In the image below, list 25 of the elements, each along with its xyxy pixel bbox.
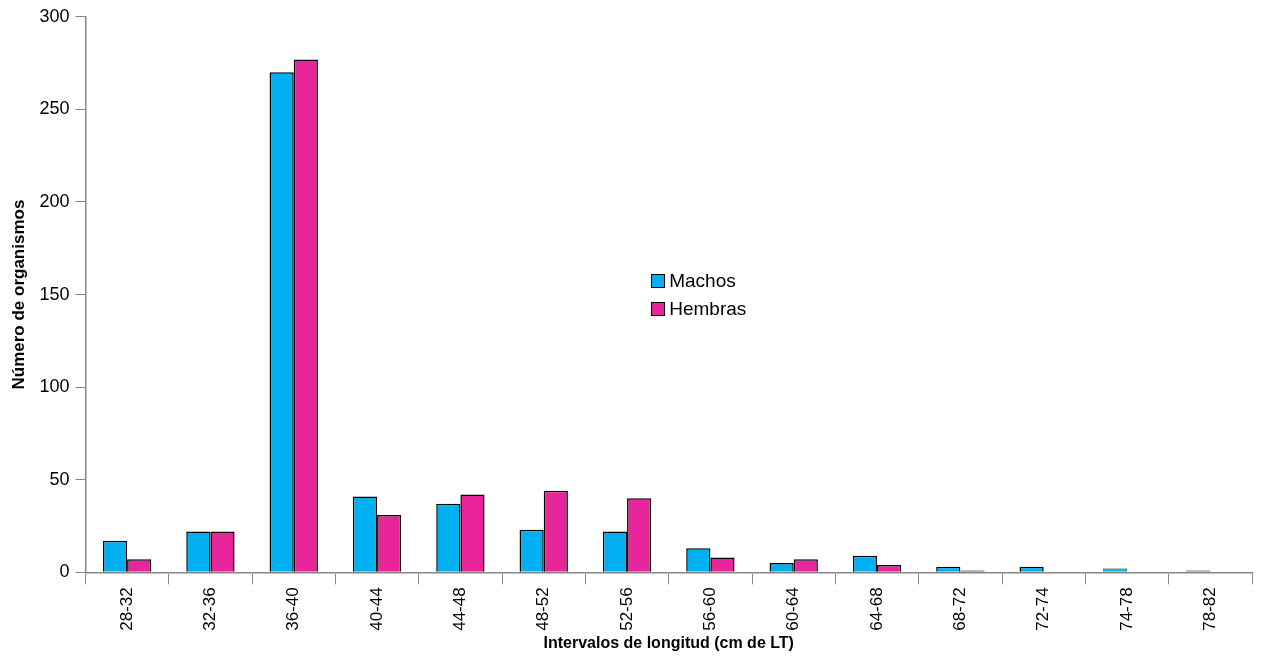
legend-label: Hembras (669, 297, 747, 320)
y-tick-label: 200 (39, 190, 70, 211)
x-tick-label: 64-68 (866, 587, 886, 631)
x-tick-label: 52-56 (616, 587, 636, 631)
y-tick-label: 50 (49, 468, 70, 489)
y-tick-label: 250 (39, 98, 70, 119)
x-tick-label: 68-72 (950, 587, 970, 631)
x-axis-title: Intervalos de longitud (cm de LT) (543, 633, 794, 651)
y-tick-label: 0 (59, 561, 70, 582)
x-tick-label: 40-44 (366, 587, 386, 631)
x-tick-label: 60-64 (783, 587, 803, 631)
y-tick-label: 150 (39, 283, 70, 304)
x-tick-label: 48-52 (533, 587, 553, 631)
x-tick-label: 74-78 (1116, 587, 1136, 631)
x-tick-label: 72-74 (1033, 587, 1053, 631)
legend-label: Machos (669, 269, 736, 292)
x-tick-label: 56-60 (700, 587, 720, 631)
x-tick-label: 36-40 (283, 587, 303, 631)
x-tick-label: 28-32 (116, 587, 136, 631)
y-axis-title: Número de organismos (8, 199, 28, 390)
x-tick-label: 44-48 (450, 587, 470, 631)
y-tick-label: 300 (39, 5, 70, 26)
x-tick-label: 32-36 (200, 587, 220, 631)
x-tick-label: 78-82 (1200, 587, 1220, 631)
y-tick-label: 100 (39, 376, 70, 397)
